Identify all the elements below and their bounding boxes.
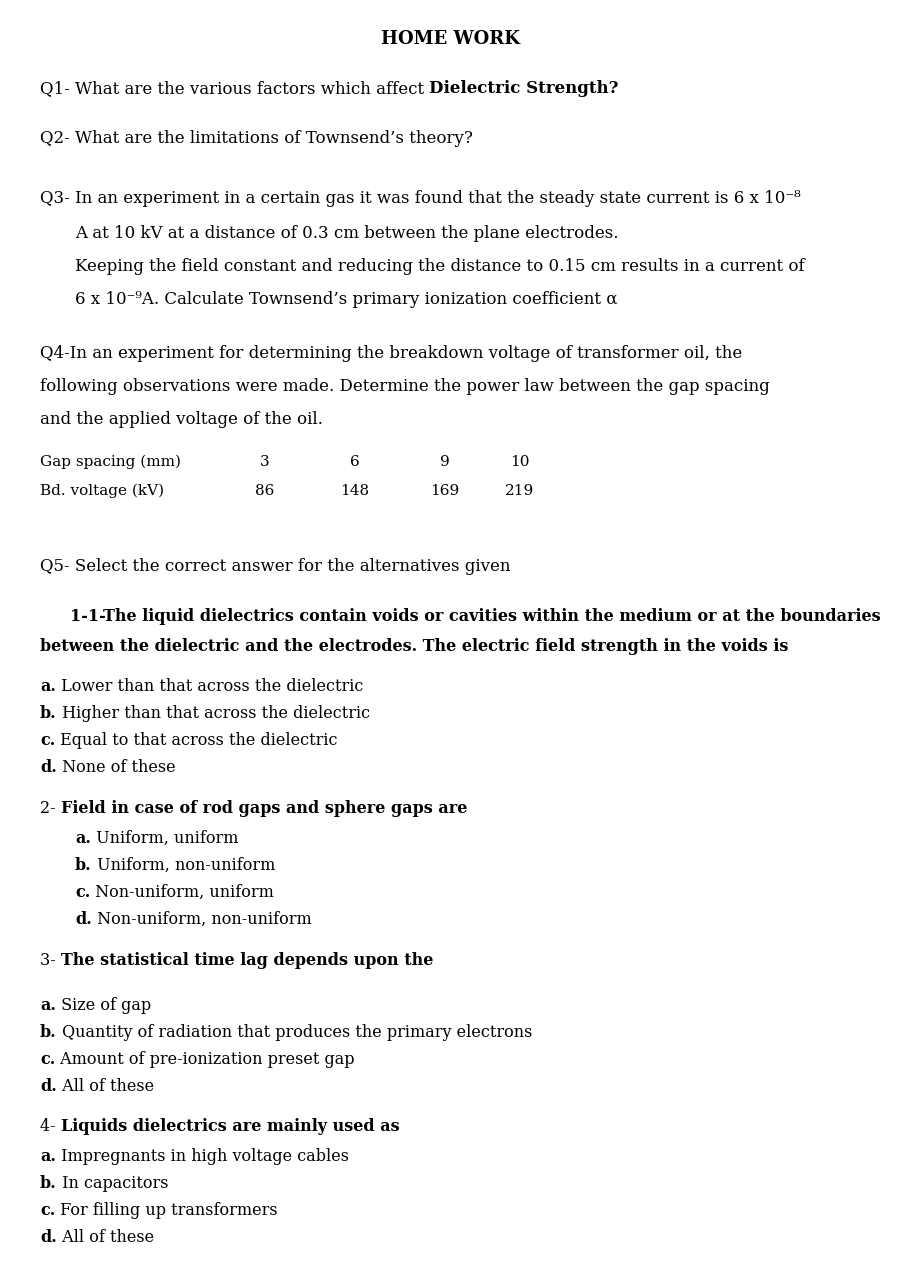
Text: b.: b. bbox=[75, 858, 92, 874]
Text: 219: 219 bbox=[506, 484, 535, 498]
Text: Higher than that across the dielectric: Higher than that across the dielectric bbox=[57, 705, 370, 722]
Text: All of these: All of these bbox=[57, 1078, 154, 1094]
Text: b.: b. bbox=[40, 705, 57, 722]
Text: Bd. voltage (kV): Bd. voltage (kV) bbox=[40, 484, 164, 498]
Text: Amount of pre-ionization preset gap: Amount of pre-ionization preset gap bbox=[55, 1051, 355, 1068]
Text: following observations were made. Determine the power law between the gap spacin: following observations were made. Determ… bbox=[40, 378, 770, 396]
Text: Non-uniform, non-uniform: Non-uniform, non-uniform bbox=[92, 911, 311, 928]
Text: a.: a. bbox=[40, 1148, 56, 1165]
Text: d.: d. bbox=[40, 759, 57, 776]
Text: Q5- Select the correct answer for the alternatives given: Q5- Select the correct answer for the al… bbox=[40, 558, 510, 575]
Text: HOME WORK: HOME WORK bbox=[381, 29, 519, 47]
Text: Q4-In an experiment for determining the breakdown voltage of transformer oil, th: Q4-In an experiment for determining the … bbox=[40, 346, 742, 362]
Text: and the applied voltage of the oil.: and the applied voltage of the oil. bbox=[40, 411, 323, 428]
Text: 148: 148 bbox=[340, 484, 370, 498]
Text: 3-: 3- bbox=[40, 952, 61, 969]
Text: d.: d. bbox=[40, 1229, 57, 1245]
Text: c.: c. bbox=[75, 884, 90, 901]
Text: Quantity of radiation that produces the primary electrons: Quantity of radiation that produces the … bbox=[57, 1024, 532, 1041]
Text: None of these: None of these bbox=[57, 759, 176, 776]
Text: d.: d. bbox=[40, 1078, 57, 1094]
Text: Keeping the field constant and reducing the distance to 0.15 cm results in a cur: Keeping the field constant and reducing … bbox=[75, 259, 805, 275]
Text: 10: 10 bbox=[510, 454, 530, 468]
Text: b.: b. bbox=[40, 1175, 57, 1192]
Text: 2-: 2- bbox=[40, 800, 61, 817]
Text: Lower than that across the dielectric: Lower than that across the dielectric bbox=[56, 678, 364, 695]
Text: Equal to that across the dielectric: Equal to that across the dielectric bbox=[55, 732, 338, 749]
Text: Gap spacing (mm): Gap spacing (mm) bbox=[40, 454, 181, 470]
Text: Q2- What are the limitations of Townsend’s theory?: Q2- What are the limitations of Townsend… bbox=[40, 131, 472, 147]
Text: Q1- What are the various factors which affect: Q1- What are the various factors which a… bbox=[40, 79, 429, 97]
Text: 4-: 4- bbox=[40, 1117, 61, 1135]
Text: c.: c. bbox=[40, 1202, 55, 1219]
Text: Q3- In an experiment in a certain gas it was found that the steady state current: Q3- In an experiment in a certain gas it… bbox=[40, 189, 801, 207]
Text: 6: 6 bbox=[350, 454, 360, 468]
Text: d.: d. bbox=[75, 911, 92, 928]
Text: Non-uniform, uniform: Non-uniform, uniform bbox=[90, 884, 274, 901]
Text: All of these: All of these bbox=[57, 1229, 154, 1245]
Text: In capacitors: In capacitors bbox=[57, 1175, 168, 1192]
Text: b.: b. bbox=[40, 1024, 57, 1041]
Text: The statistical time lag depends upon the: The statistical time lag depends upon th… bbox=[61, 952, 433, 969]
Text: Size of gap: Size of gap bbox=[56, 997, 151, 1014]
Text: A at 10 kV at a distance of 0.3 cm between the plane electrodes.: A at 10 kV at a distance of 0.3 cm betwe… bbox=[75, 225, 618, 242]
Text: 86: 86 bbox=[256, 484, 274, 498]
Text: 169: 169 bbox=[430, 484, 460, 498]
Text: between the dielectric and the electrodes. The electric field strength in the vo: between the dielectric and the electrode… bbox=[40, 637, 788, 655]
Text: Dielectric Strength?: Dielectric Strength? bbox=[429, 79, 619, 97]
Text: 9: 9 bbox=[440, 454, 450, 468]
Text: For filling up transformers: For filling up transformers bbox=[55, 1202, 278, 1219]
Text: Uniform, non-uniform: Uniform, non-uniform bbox=[92, 858, 275, 874]
Text: a.: a. bbox=[40, 678, 56, 695]
Text: 6 x 10⁻⁹A. Calculate Townsend’s primary ionization coefficient α: 6 x 10⁻⁹A. Calculate Townsend’s primary … bbox=[75, 291, 617, 308]
Text: 3: 3 bbox=[260, 454, 270, 468]
Text: Impregnants in high voltage cables: Impregnants in high voltage cables bbox=[56, 1148, 349, 1165]
Text: Field in case of rod gaps and sphere gaps are: Field in case of rod gaps and sphere gap… bbox=[61, 800, 467, 817]
Text: a.: a. bbox=[40, 997, 56, 1014]
Text: a.: a. bbox=[75, 829, 91, 847]
Text: c.: c. bbox=[40, 1051, 55, 1068]
Text: c.: c. bbox=[40, 732, 55, 749]
Text: Liquids dielectrics are mainly used as: Liquids dielectrics are mainly used as bbox=[61, 1117, 400, 1135]
Text: Uniform, uniform: Uniform, uniform bbox=[91, 829, 238, 847]
Text: 1-1-The liquid dielectrics contain voids or cavities within the medium or at the: 1-1-The liquid dielectrics contain voids… bbox=[70, 608, 880, 625]
